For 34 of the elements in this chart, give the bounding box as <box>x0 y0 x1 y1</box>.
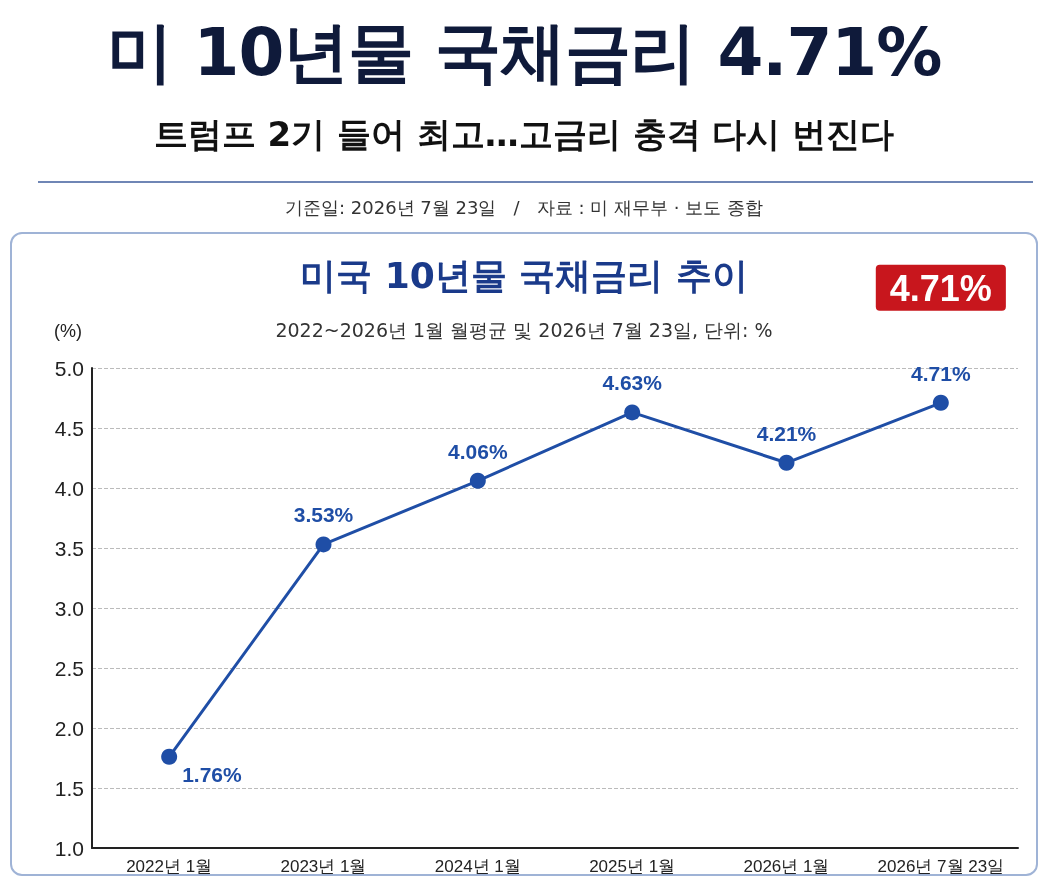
data-label: 1.76% <box>182 763 243 787</box>
annotation: 4.71% <box>889 268 992 310</box>
point <box>778 454 795 471</box>
point <box>469 472 486 489</box>
text: 기준일: 2026년 7월 23일 / 자료 : 미 재무부 · 보도 종합 <box>284 196 764 220</box>
point <box>161 748 178 765</box>
x-tick-label: 2023년 1월 <box>280 857 367 876</box>
y-tick-label: 4.0 <box>54 476 84 500</box>
data-label: 3.53% <box>293 503 354 527</box>
x-tick-label: 2024년 1월 <box>434 857 521 876</box>
y-tick-label: 3.0 <box>54 596 84 620</box>
point <box>624 404 641 421</box>
y-tick-label: 1.5 <box>54 776 84 800</box>
chart-subtitle: 트럼프 2기 들어 최고…고금리 충격 다시 번진다 <box>152 113 896 156</box>
y-tick-label: 3.5 <box>54 536 84 560</box>
y-tick-label: 2.5 <box>54 656 84 680</box>
data-label: 4.21% <box>756 421 817 445</box>
y-tick-label: 2.0 <box>54 716 84 740</box>
text: 2022~2026년 1월 월평균 및 2026년 7월 23일, 단위: % <box>275 319 773 341</box>
text: 미국 10년물 국채금리 추이 <box>300 255 748 296</box>
x-tick-label: 2026년 1월 <box>743 857 830 876</box>
point <box>315 536 332 553</box>
data-label: 4.06% <box>448 439 508 463</box>
y-axis-title: (%) <box>54 321 82 341</box>
y-tick-label: 1.0 <box>54 836 84 860</box>
x-tick-label: 2026년 7월 23일 <box>877 857 1005 876</box>
data-label: 4.63% <box>602 371 663 395</box>
y-tick-label: 5.0 <box>54 356 84 380</box>
data-label: 4.71% <box>911 361 971 385</box>
chart-title: 미 10년물 국채금리 4.71% <box>105 13 943 93</box>
y-tick-label: 4.5 <box>54 416 84 440</box>
x-tick-label: 2025년 1월 <box>589 857 676 876</box>
x-tick-label: 2022년 1월 <box>126 857 213 876</box>
point <box>932 394 949 411</box>
